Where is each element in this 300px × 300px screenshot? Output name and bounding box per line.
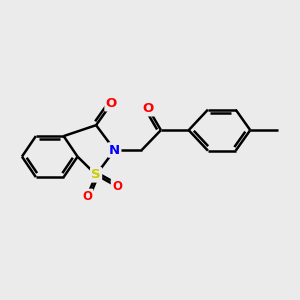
Text: N: N	[109, 143, 120, 157]
Text: O: O	[82, 190, 92, 203]
Text: S: S	[91, 168, 101, 181]
Text: O: O	[106, 97, 117, 110]
Text: O: O	[143, 102, 154, 115]
Text: O: O	[112, 180, 122, 193]
